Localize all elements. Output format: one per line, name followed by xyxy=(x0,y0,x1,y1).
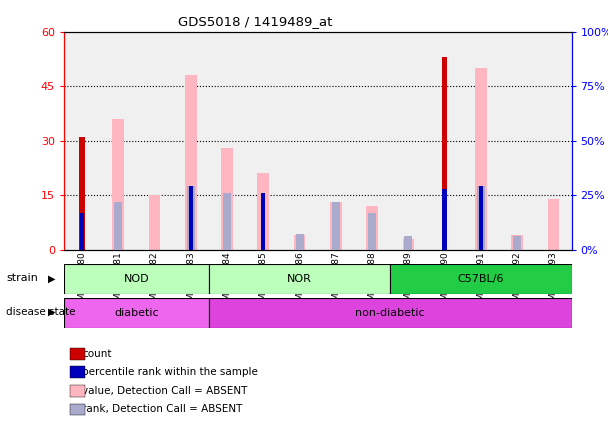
Text: strain: strain xyxy=(6,273,38,283)
Bar xyxy=(390,264,572,294)
Text: disease state: disease state xyxy=(6,307,75,317)
Text: count: count xyxy=(82,349,112,359)
Bar xyxy=(64,264,209,294)
Text: C57BL/6: C57BL/6 xyxy=(458,274,504,284)
Bar xyxy=(478,187,483,250)
Bar xyxy=(114,202,122,250)
Bar xyxy=(187,187,195,250)
Bar xyxy=(261,193,266,250)
Text: percentile rank within the sample: percentile rank within the sample xyxy=(82,367,258,377)
Text: rank, Detection Call = ABSENT: rank, Detection Call = ABSENT xyxy=(82,404,243,415)
Text: NOR: NOR xyxy=(287,274,312,284)
Bar xyxy=(475,68,486,250)
Bar xyxy=(368,212,376,250)
Bar xyxy=(70,404,85,415)
Bar xyxy=(442,57,447,250)
Text: ▶: ▶ xyxy=(48,307,55,317)
Bar xyxy=(188,187,193,250)
Bar xyxy=(257,173,269,250)
Text: GDS5018 / 1419489_at: GDS5018 / 1419489_at xyxy=(178,15,333,28)
Bar xyxy=(548,199,559,250)
Bar xyxy=(404,236,412,250)
Bar xyxy=(209,264,390,294)
Bar xyxy=(366,206,378,250)
Bar xyxy=(402,239,414,250)
Bar xyxy=(209,298,572,328)
Bar xyxy=(221,148,233,250)
Text: value, Detection Call = ABSENT: value, Detection Call = ABSENT xyxy=(82,386,247,396)
Text: ▶: ▶ xyxy=(48,273,55,283)
Bar xyxy=(80,137,85,250)
Bar xyxy=(70,385,85,397)
Bar xyxy=(223,193,231,250)
Bar xyxy=(332,202,340,250)
Bar xyxy=(294,235,305,250)
Bar xyxy=(70,348,85,360)
Bar xyxy=(80,212,84,250)
Bar xyxy=(477,187,485,250)
Bar xyxy=(443,189,447,250)
Bar xyxy=(64,298,209,328)
Text: non-diabetic: non-diabetic xyxy=(356,308,425,318)
Bar xyxy=(511,235,523,250)
Text: diabetic: diabetic xyxy=(114,308,159,318)
Bar xyxy=(295,234,303,250)
Bar xyxy=(112,119,124,250)
Bar xyxy=(149,195,161,250)
Bar xyxy=(185,75,196,250)
Text: NOD: NOD xyxy=(123,274,149,284)
Bar xyxy=(70,366,85,378)
Bar xyxy=(513,236,521,250)
Bar xyxy=(330,202,342,250)
